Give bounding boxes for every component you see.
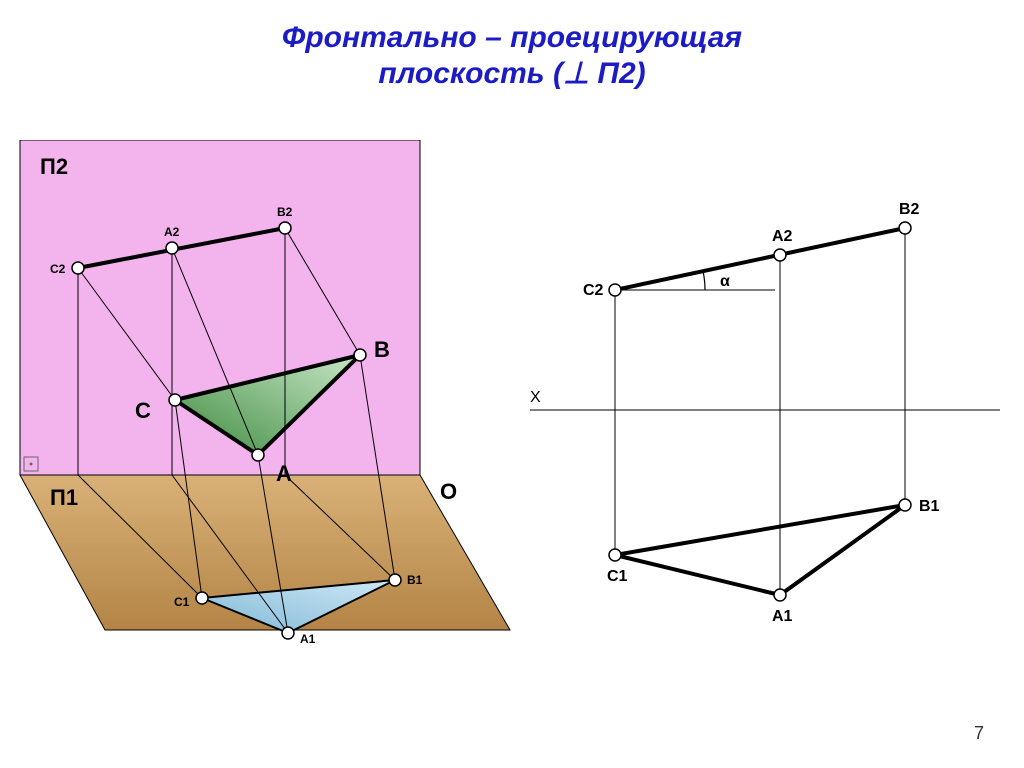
svg-text:B2: B2 — [277, 205, 293, 219]
title-line1: Фронтально – проецирующая — [282, 21, 742, 54]
svg-text:C2: C2 — [583, 282, 604, 299]
svg-text:A: A — [276, 461, 292, 486]
diagram-canvas: П2 П1 O C2 A2 B2 C A B C1 A1 B1 Xα C2 A2 B2 C1 A1 B1 — [0, 140, 1024, 705]
label-P2: П2 — [40, 154, 68, 179]
diagram-title: Фронтально – проецирующая плоскость (⊥ П… — [0, 20, 1024, 92]
svg-text:X: X — [530, 389, 541, 406]
svg-text:C1: C1 — [607, 568, 628, 585]
svg-text:B: B — [374, 337, 390, 362]
svg-text:C: C — [135, 398, 151, 423]
svg-text:C1: C1 — [174, 595, 190, 609]
projection-diagram-svg: П2 П1 O C2 A2 B2 C A B C1 A1 B1 Xα C2 A2 B2 C1 A1 B1 — [0, 140, 1024, 700]
svg-text:A1: A1 — [300, 632, 316, 646]
svg-text:A2: A2 — [164, 225, 180, 239]
title-line2: плоскость (⊥ П2) — [378, 57, 645, 90]
svg-text:A1: A1 — [772, 608, 793, 625]
label-O: O — [440, 479, 457, 504]
svg-text:B2: B2 — [899, 201, 920, 218]
page-number: 7 — [974, 723, 984, 744]
label-P1: П1 — [50, 485, 78, 510]
svg-text:A2: A2 — [772, 228, 793, 245]
svg-text:C2: C2 — [50, 262, 66, 276]
svg-text:B1: B1 — [919, 498, 940, 515]
svg-text:B1: B1 — [407, 573, 423, 587]
svg-text:α: α — [720, 273, 730, 290]
